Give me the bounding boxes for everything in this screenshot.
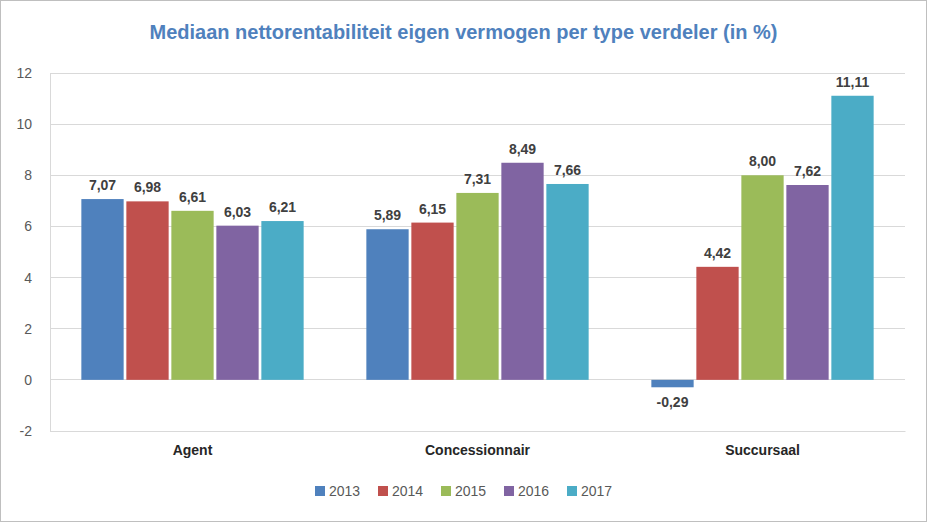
y-tick-label: 12 [16,65,32,81]
title: Mediaan nettorentabiliteit eigen vermoge… [150,21,778,43]
legend-item: 2016 [504,483,549,499]
y-axis: -2 0 2 4 6 8 10 12 [16,65,50,439]
y-tick: 12 [16,65,50,81]
bar [126,201,168,379]
bar [546,184,588,380]
y-tick: 8 [24,167,50,183]
data-label: 7,07 [89,177,116,193]
grid [50,73,905,431]
legend-item: 2015 [441,483,486,499]
data-label: 6,15 [419,201,446,217]
data-label: 11,11 [836,74,870,90]
y-tick: 0 [24,372,50,388]
bar [741,175,783,380]
legend-label: 2015 [455,483,486,499]
legend-item: 2014 [378,483,423,499]
data-label: 8,49 [509,141,536,157]
bar [831,96,873,380]
bar [651,380,693,387]
bar [261,221,303,380]
data-label: 6,03 [224,204,251,220]
x-tick-label: Agent [173,442,213,458]
chart-frame [1,1,927,522]
grid-line [50,124,905,125]
y-axis-line [50,74,51,432]
data-label: 6,21 [269,199,296,215]
legend-item: 2013 [315,483,360,499]
legend-swatch [567,486,577,496]
data-labels: 7,07 5,89 -0,29 6,98 6,15 4,42 6,61 7,31 8,00 6,0… [89,74,870,411]
bars [81,96,873,388]
bar [171,211,213,380]
x-tick-label: Concessionnair [425,442,531,458]
data-label: 8,00 [749,153,776,169]
legend-swatch [504,486,514,496]
y-tick-label: 2 [24,321,32,337]
y-tick-label: 4 [24,270,32,286]
legend-item: 2017 [567,483,612,499]
data-label: 5,89 [374,207,401,223]
legend-label: 2017 [581,483,612,499]
bar [501,163,543,380]
grid-line [50,431,905,432]
legend: 2013 2014 2015 2016 2017 [315,483,612,499]
data-label: 6,98 [134,179,161,195]
y-tick-label: 6 [24,218,32,234]
y-tick: 2 [24,321,50,337]
x-tick: Agent [173,431,213,458]
bar [216,226,258,380]
data-label: 4,42 [704,245,731,261]
legend-label: 2016 [518,483,549,499]
bar [411,223,453,380]
y-tick: 4 [24,270,50,286]
grid-line [50,73,905,74]
y-tick-label: -2 [20,423,33,439]
bar [81,199,123,380]
bar [786,185,828,380]
y-tick-label: 0 [24,372,32,388]
data-label: 7,66 [554,162,581,178]
x-tick: Concessionnair [425,431,531,458]
x-axis: Agent Concessionnair Succursaal [51,431,906,458]
chart: Mediaan nettorentabiliteit eigen vermoge… [0,0,927,522]
bar [366,229,408,380]
y-tick-label: 10 [16,116,32,132]
legend-swatch [441,486,451,496]
y-tick: 6 [24,218,50,234]
data-label: -0,29 [657,394,689,410]
y-tick: -2 [20,423,50,439]
x-tick: Succursaal [725,431,800,458]
legend-swatch [378,486,388,496]
data-label: 7,62 [794,163,821,179]
y-tick-label: 8 [24,167,32,183]
data-label: 6,61 [179,189,206,205]
bar [696,267,738,380]
data-label: 7,31 [464,171,491,187]
legend-swatch [315,486,325,496]
legend-label: 2013 [329,483,360,499]
x-axis-line [51,431,906,432]
legend-label: 2014 [392,483,423,499]
y-tick: 10 [16,116,50,132]
x-tick-label: Succursaal [725,442,800,458]
bar [456,193,498,380]
